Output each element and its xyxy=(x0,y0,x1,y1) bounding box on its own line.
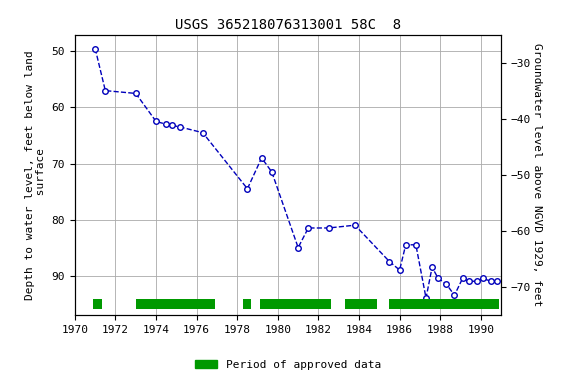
Y-axis label: Depth to water level, feet below land
 surface: Depth to water level, feet below land su… xyxy=(25,50,46,300)
Title: USGS 365218076313001 58C  8: USGS 365218076313001 58C 8 xyxy=(175,18,401,32)
Legend: Period of approved data: Period of approved data xyxy=(191,356,385,375)
Y-axis label: Groundwater level above NGVD 1929, feet: Groundwater level above NGVD 1929, feet xyxy=(532,43,542,306)
